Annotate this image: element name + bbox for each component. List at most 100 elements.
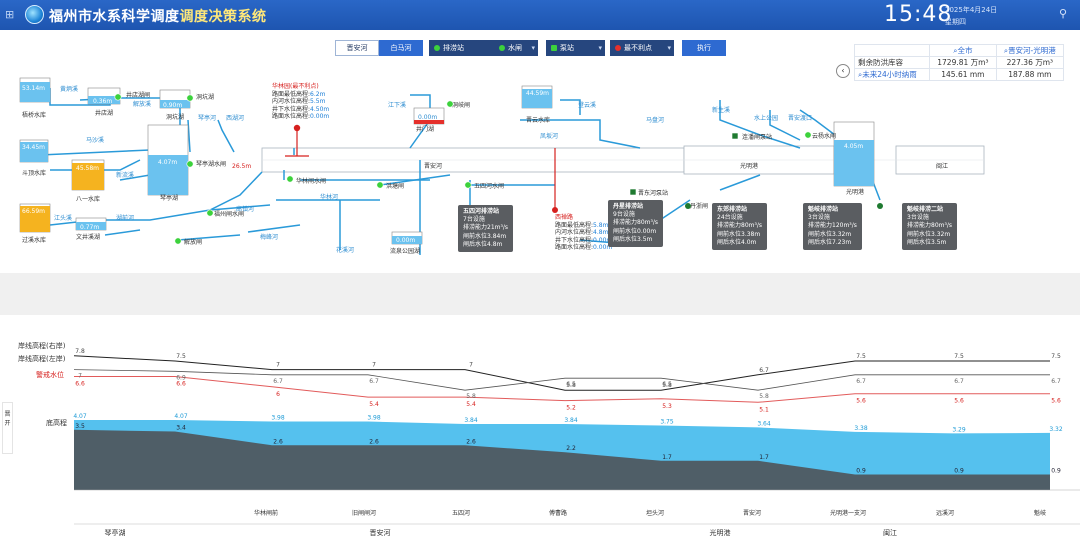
station-tooltip: 魁岐排涝二站 3台设施 排涝能力80m³/s 闸前水位3.32m 闸后水位3.5m	[902, 203, 958, 251]
station-tick-label: 远溪河	[936, 509, 954, 517]
gate-label: 洞岐闸	[452, 101, 470, 109]
stats-corner	[853, 44, 931, 57]
search-icon: ⌕	[1003, 46, 1009, 55]
bottom-value: 2.6	[273, 438, 283, 445]
bed-area	[74, 429, 1050, 490]
stats-col-section[interactable]: ⌕晋安河-光明港	[995, 44, 1065, 57]
reservoir-value: 44.59m	[526, 90, 549, 97]
station-tick-label: 五四河	[452, 509, 470, 517]
reservoir-name: 梧桥水库	[22, 111, 46, 119]
reservoir-value: 66.59m	[22, 208, 45, 215]
station-tooltip: 魁岐排涝站 3台设施 排涝能力120m³/s 闸前水位3.32m 闸后水位7.23m	[803, 203, 862, 251]
reach-label: 晋安河	[370, 528, 391, 537]
dropdown-sluice[interactable]: 水闸 ▾	[494, 40, 538, 56]
pump-station-icon[interactable]	[731, 132, 739, 140]
stats-rain-section: 187.88 mm	[995, 68, 1065, 81]
left-bank-value: 6.7	[954, 378, 964, 385]
clock-weekday: 星期四	[945, 18, 966, 26]
gate-marker-icon[interactable]	[446, 100, 454, 108]
gate-label: 福州闸水闸	[214, 210, 244, 218]
reservoir-value: 0.36m	[93, 98, 112, 105]
gate-marker-icon[interactable]	[186, 94, 194, 102]
pump-station-icon	[551, 45, 557, 51]
gate-label: 五四河水闸	[474, 182, 504, 190]
gate-marker-icon[interactable]	[464, 181, 472, 189]
chevron-down-icon: ▾	[598, 44, 602, 52]
pump-station-icon[interactable]	[629, 188, 637, 196]
bottom-value: 0.9	[856, 468, 866, 475]
right-bank-value: 7	[469, 362, 473, 369]
left-bank-value: 5.8	[466, 393, 476, 400]
sluice-icon	[499, 45, 505, 51]
river-label: 湖前河	[116, 214, 134, 222]
warning-value: 6.6	[176, 380, 186, 387]
right-bank-value: 6.7	[759, 367, 769, 374]
legend-left-bank: 岸线高程(左岸)	[18, 354, 66, 363]
station-tick-label: 坦头河	[646, 509, 664, 517]
logo-icon	[25, 5, 44, 24]
gate-label: 华林闸水闸	[296, 177, 326, 185]
gate-marker-icon[interactable]	[114, 93, 122, 101]
warning-point-icon[interactable]	[293, 124, 301, 132]
gate-marker-icon[interactable]	[206, 209, 214, 217]
gate-label: 丹浙闸	[690, 202, 708, 210]
reservoir-name: 过溪水库	[22, 236, 46, 244]
right-bank-value: 7	[372, 362, 376, 369]
station-label: 连潘闸泵站	[742, 133, 772, 141]
river-label: 华林河	[320, 193, 338, 201]
warning-value: 5.1	[759, 406, 769, 413]
reservoir-value: 4.07m	[158, 159, 177, 166]
left-bank-value: 6.5	[566, 381, 576, 388]
gate-marker-icon[interactable]	[376, 181, 384, 189]
reservoir-value: 0.90m	[163, 102, 182, 109]
reservoir-value: 34.45m	[22, 144, 45, 151]
bottom-value: 1.7	[662, 454, 672, 461]
dropdown-drainage-station[interactable]: 排涝站 ▾	[429, 40, 504, 56]
user-icon[interactable]: ⚲	[1059, 7, 1068, 20]
dropdown-pump-station[interactable]: 泵站 ▾	[546, 40, 605, 56]
left-bank-value: 6.7	[1051, 378, 1061, 385]
side-tab-toggle[interactable]: 晋 开	[2, 402, 13, 454]
gate-marker-icon[interactable]	[804, 131, 812, 139]
warning-value: 5.6	[856, 398, 866, 405]
right-bank-value: 5.8	[662, 382, 672, 389]
bottom-value: 2.2	[566, 445, 576, 452]
chevron-left-icon[interactable]: ‹	[836, 64, 850, 78]
warning-point-icon	[615, 45, 621, 51]
river-label: 新生溪	[712, 106, 730, 114]
grid-icon[interactable]: ⊞	[5, 8, 15, 21]
water-level-value: 3.98	[367, 415, 381, 422]
reservoir-name: 斗顶水库	[22, 169, 46, 177]
worst-point-markers	[285, 124, 558, 213]
capacity-stats-panel: ⌕全市 ⌕晋安河-光明港 剩余防洪库容 1729.81 万m³ 227.36 万…	[853, 44, 1065, 81]
chevron-down-icon: ▾	[531, 44, 535, 52]
gate-marker-icon[interactable]	[174, 237, 182, 245]
stats-col-all[interactable]: ⌕全市	[929, 44, 997, 57]
water-level-value: 3.29	[952, 426, 966, 433]
level-label: 26.5m	[232, 163, 251, 170]
left-bank-value: 6.7	[369, 378, 379, 385]
reservoir-value: 4.05m	[844, 143, 863, 150]
execute-button[interactable]: 执行	[682, 40, 726, 56]
station-tooltip: 丹星排涝站 9台设施 排涝能力80m³/s 闸前水位0.00m 闸后水位3.5m	[608, 200, 664, 248]
water-level-value: 4.07	[73, 413, 87, 420]
chevron-down-icon: ▾	[667, 44, 671, 52]
warning-value: 5.4	[466, 401, 476, 408]
river-label: 晋安渡口	[788, 114, 812, 122]
gate-marker-icon[interactable]	[286, 175, 294, 183]
drainage-station-icon[interactable]	[877, 203, 883, 209]
right-bank-value: 7.5	[1051, 353, 1061, 360]
tab-jinan-river[interactable]: 晋安河	[335, 40, 379, 56]
warning-point-icon[interactable]	[552, 207, 558, 213]
stats-row-rain-label[interactable]: ⌕未来24小时纳雨	[853, 68, 931, 81]
river-label: 马盘河	[646, 116, 664, 124]
river-network-map: 53.14m 梧桥水库 0.36m 井店湖 0.90m 洞坑湖 4.07m 琴亭…	[19, 77, 985, 255]
warning-value: 6.6	[75, 380, 85, 387]
drainage-station-icon[interactable]	[685, 203, 691, 209]
gate-marker-icon[interactable]	[186, 160, 194, 168]
water-level-value: 3.64	[757, 420, 771, 427]
station-tick-label: 华林闸前	[254, 509, 278, 517]
reach-label: 闽江	[883, 529, 897, 537]
tab-baima-river[interactable]: 白马河	[379, 40, 423, 56]
dropdown-worst-point[interactable]: 最不利点 ▾	[610, 40, 674, 56]
